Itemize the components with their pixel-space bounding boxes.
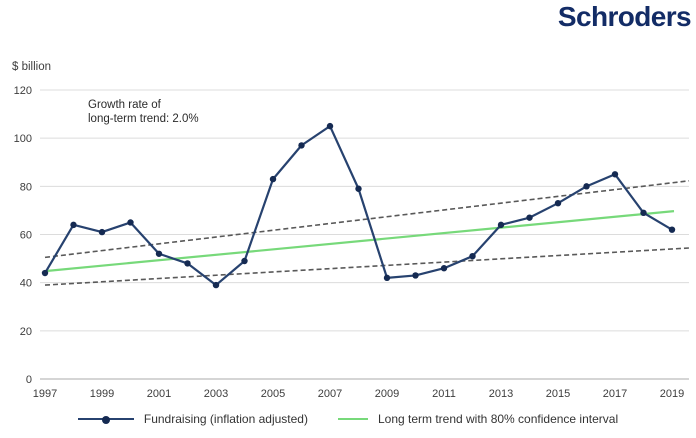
legend-label-trend: Long term trend with 80% confidence inte… (377, 412, 619, 426)
annotation-line2: long-term trend: 2.0% (88, 113, 199, 125)
trend-annotation: Growth rate of long-term trend: 2.0% (88, 98, 199, 126)
svg-text:2017: 2017 (603, 388, 627, 400)
svg-text:2011: 2011 (432, 388, 456, 400)
annotation-line1: Growth rate of (88, 99, 161, 111)
y-axis-unit-label: $ billion (12, 61, 51, 73)
svg-text:2005: 2005 (261, 388, 285, 400)
legend-item-trend: Long term trend with 80% confidence inte… (337, 412, 619, 426)
y-tick-labels: 0 20 40 60 80 100 120 (14, 85, 32, 386)
svg-text:20: 20 (20, 326, 32, 338)
gridlines (40, 89, 689, 380)
svg-text:40: 40 (20, 278, 32, 290)
chart-legend: Fundraising (inflation adjusted) Long te… (0, 406, 696, 432)
svg-text:0: 0 (26, 374, 32, 386)
svg-text:2009: 2009 (375, 388, 399, 400)
svg-text:2015: 2015 (546, 388, 570, 400)
svg-text:80: 80 (20, 181, 32, 193)
svg-text:2003: 2003 (204, 388, 228, 400)
schroders-logo: Schroders (557, 1, 692, 32)
line-dot-marker-icon (77, 416, 134, 424)
trend-line (44, 210, 675, 273)
svg-text:2001: 2001 (147, 388, 171, 400)
svg-text:120: 120 (14, 85, 32, 97)
confidence-interval-lines (44, 179, 690, 286)
fundraising-line (41, 122, 676, 289)
svg-text:60: 60 (20, 230, 32, 242)
chart-svg: 0 20 40 60 80 100 120 1997 1999 2001 2003 2005 2007… (14, 85, 690, 400)
svg-text:2013: 2013 (489, 388, 513, 400)
legend-label-fundraising: Fundraising (inflation adjusted) (143, 412, 308, 426)
svg-text:1997: 1997 (33, 388, 57, 400)
line-marker-icon (337, 418, 368, 420)
svg-text:100: 100 (14, 133, 32, 145)
svg-text:2019: 2019 (660, 388, 684, 400)
svg-text:1999: 1999 (90, 388, 114, 400)
svg-text:2007: 2007 (318, 388, 342, 400)
x-tick-labels: 1997 1999 2001 2003 2005 2007 2009 2011 2013 2015… (33, 388, 684, 400)
legend-item-fundraising: Fundraising (inflation adjusted) (77, 412, 308, 426)
